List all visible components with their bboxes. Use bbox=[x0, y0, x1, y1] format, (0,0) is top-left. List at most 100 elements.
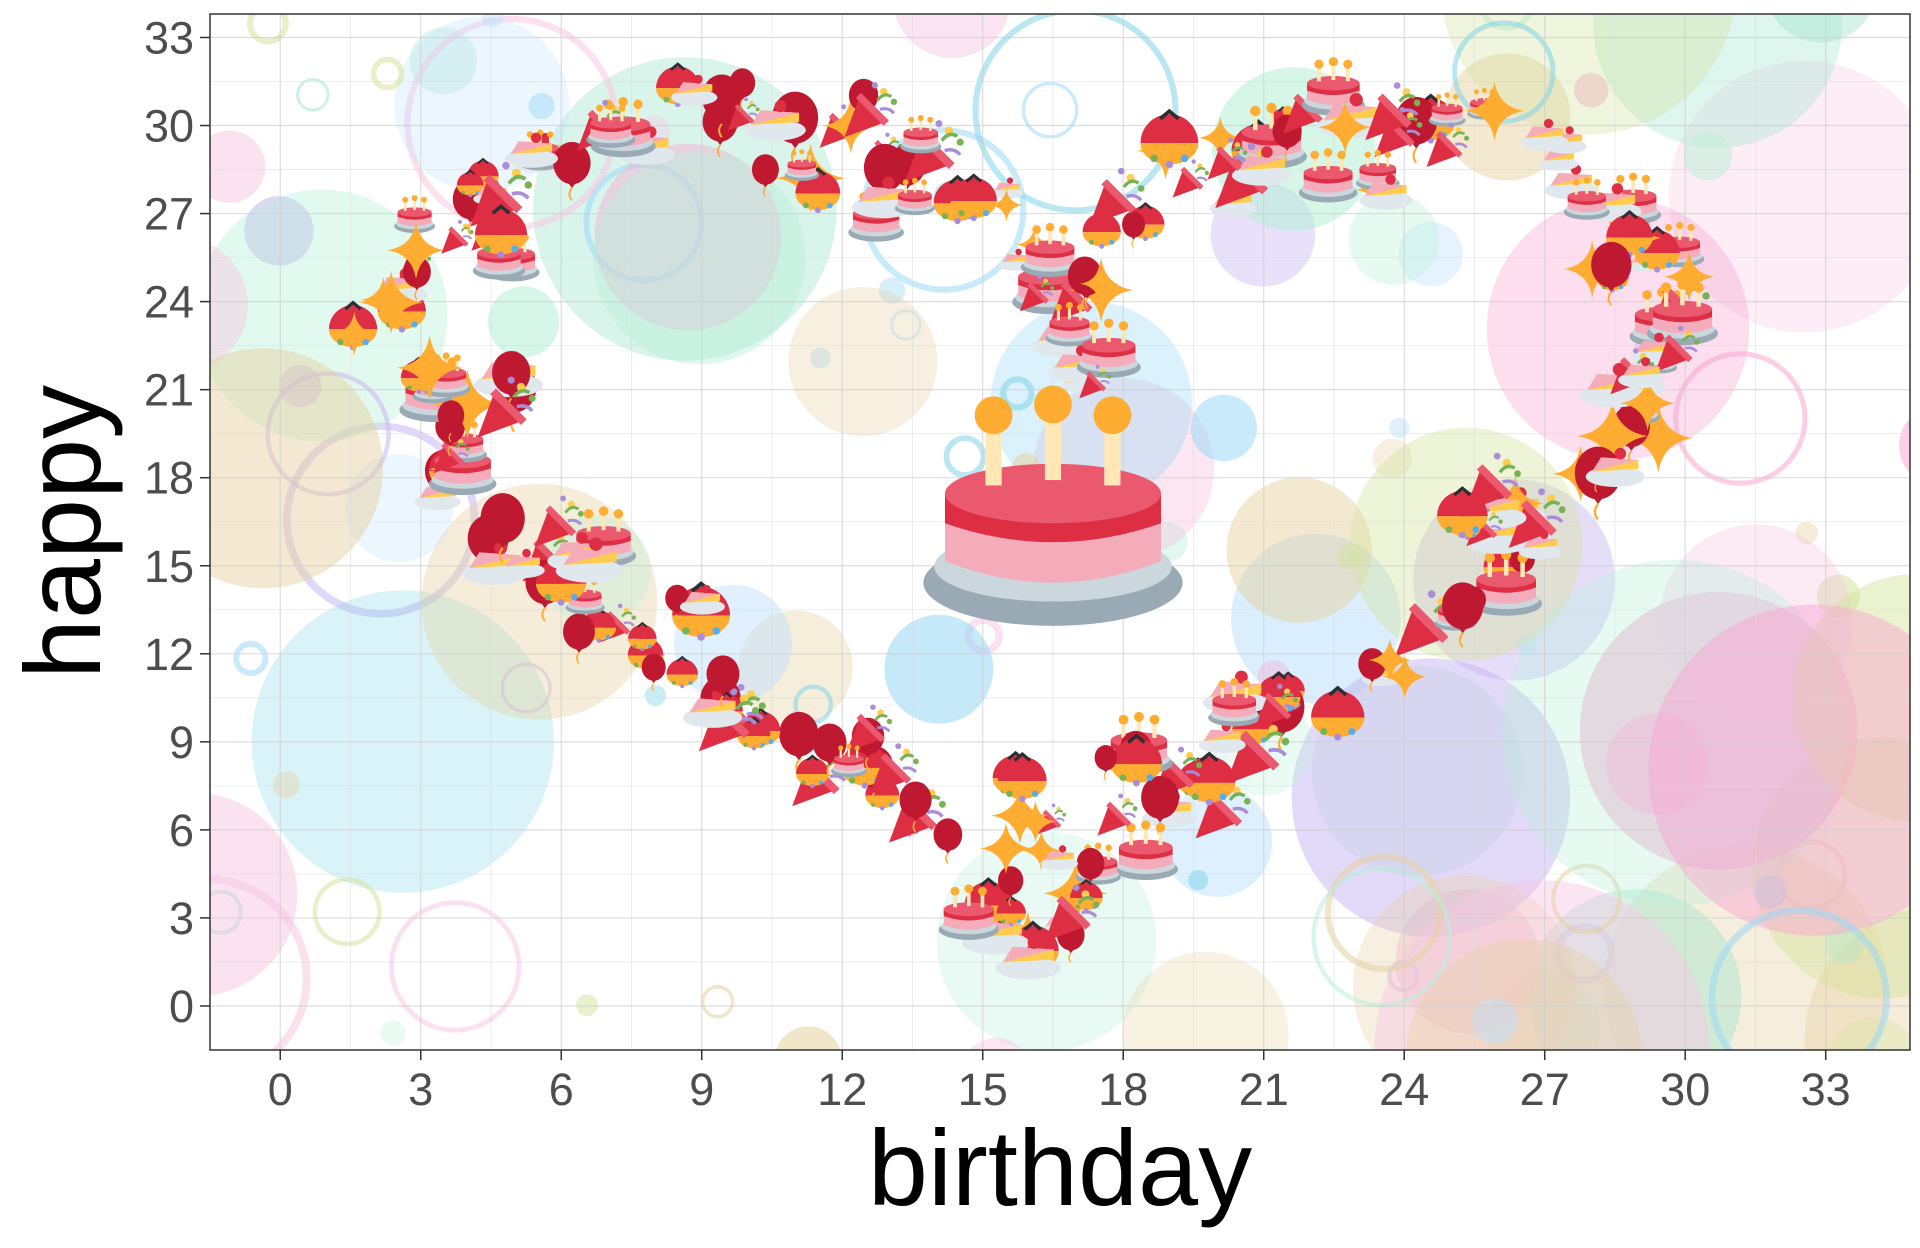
bubble bbox=[1648, 604, 1910, 936]
y-tick-label: 9 bbox=[169, 717, 194, 768]
y-tick-label: 21 bbox=[144, 365, 194, 416]
bubble bbox=[788, 287, 938, 437]
bubble-ring bbox=[1021, 81, 1079, 139]
bubble bbox=[1187, 870, 1209, 891]
bubble-ring bbox=[283, 422, 479, 618]
bubble bbox=[210, 794, 298, 996]
x-tick-label: 18 bbox=[1098, 1064, 1148, 1115]
bubble bbox=[1795, 521, 1818, 545]
bubble-ring bbox=[890, 309, 922, 341]
bubble bbox=[1528, 889, 1742, 1050]
bubble bbox=[1593, 14, 1843, 149]
bubble bbox=[593, 151, 806, 365]
bubble bbox=[1825, 925, 1864, 964]
bubble-ring bbox=[972, 14, 1179, 214]
x-tick-label: 12 bbox=[817, 1064, 867, 1115]
x-axis-title: birthday bbox=[868, 1107, 1252, 1228]
bubble-ring bbox=[210, 875, 311, 1050]
bubble bbox=[1683, 131, 1733, 181]
bubble-ring bbox=[370, 56, 405, 91]
y-tick-label: 30 bbox=[144, 101, 194, 152]
y-tick-label: 18 bbox=[144, 453, 194, 504]
y-tick-label: 33 bbox=[144, 12, 194, 63]
bubble bbox=[1336, 542, 1363, 570]
bubble bbox=[738, 610, 853, 725]
bubble bbox=[594, 143, 782, 331]
bubble bbox=[1579, 592, 1858, 870]
bubble bbox=[1830, 1017, 1910, 1050]
bubble-ring bbox=[1551, 863, 1622, 935]
bubble bbox=[1753, 874, 1787, 909]
x-tick-label: 0 bbox=[268, 1064, 293, 1115]
bubble bbox=[1898, 417, 1910, 474]
bubble-ring bbox=[1452, 20, 1556, 124]
x-tick-label: 3 bbox=[408, 1064, 433, 1115]
bubble bbox=[528, 92, 555, 120]
bubble bbox=[895, 14, 1010, 59]
bubble bbox=[1603, 845, 1888, 1050]
bubble-ring bbox=[1481, 14, 1533, 31]
bubble-ring bbox=[1324, 853, 1444, 973]
bubble bbox=[210, 189, 448, 442]
y-tick-label: 15 bbox=[144, 541, 194, 592]
bubble-ring bbox=[700, 985, 735, 1019]
y-tick-label: 27 bbox=[144, 189, 194, 240]
bubble bbox=[210, 130, 266, 203]
bubble bbox=[1443, 14, 1734, 135]
bubble-ring bbox=[389, 900, 522, 1033]
bubble bbox=[1516, 634, 1537, 655]
bubble bbox=[1668, 60, 1910, 333]
bubble bbox=[1121, 951, 1289, 1050]
y-tick-label: 0 bbox=[169, 981, 194, 1032]
y-tick-label: 24 bbox=[144, 277, 194, 328]
bubble bbox=[482, 14, 504, 28]
bubble bbox=[644, 684, 667, 707]
bubble bbox=[1372, 438, 1412, 478]
bubble bbox=[1226, 477, 1372, 623]
bubble bbox=[810, 347, 831, 369]
bubble bbox=[1374, 880, 1709, 1050]
bubble bbox=[1389, 417, 1410, 439]
bubble bbox=[210, 244, 248, 366]
bubble bbox=[409, 27, 477, 95]
bubble-ring bbox=[312, 877, 382, 947]
bubble bbox=[1291, 658, 1571, 937]
bubble bbox=[1606, 713, 1708, 815]
bubble bbox=[775, 1026, 841, 1050]
y-tick-label: 3 bbox=[169, 893, 194, 944]
bubble bbox=[487, 286, 560, 358]
bubble-ring bbox=[296, 78, 330, 112]
bubble-ring bbox=[500, 662, 552, 714]
bubble bbox=[380, 1019, 406, 1046]
bubble bbox=[1406, 939, 1642, 1050]
bubble bbox=[1231, 533, 1401, 704]
bubble bbox=[576, 994, 598, 1017]
x-tick-label: 27 bbox=[1520, 1064, 1570, 1115]
x-tick-label: 6 bbox=[549, 1064, 574, 1115]
axis-ticks: 0 3 6 9 12 15 18 21 24 27 30 33 0 3 6 9 12 15 18 21 24 27 30 33 bbox=[144, 12, 1851, 1115]
bubble-ring bbox=[1708, 907, 1890, 1050]
y-tick-label: 6 bbox=[169, 805, 194, 856]
bubble-ring bbox=[1554, 922, 1616, 984]
bubble-ring bbox=[1311, 866, 1453, 1008]
bubble-ring bbox=[233, 640, 269, 677]
bubble bbox=[1659, 524, 1853, 718]
x-tick-label: 21 bbox=[1239, 1064, 1289, 1115]
x-tick-label: 9 bbox=[689, 1064, 714, 1115]
bubble bbox=[1348, 194, 1440, 285]
y-axis-title: happy bbox=[2, 385, 123, 679]
bubble-ring bbox=[1673, 351, 1808, 486]
bubble bbox=[1398, 222, 1463, 287]
bubble bbox=[344, 453, 454, 563]
bubble bbox=[1502, 559, 1849, 906]
bubble bbox=[272, 771, 300, 799]
plot-panel-border bbox=[209, 13, 1911, 1051]
x-tick-label: 33 bbox=[1801, 1064, 1851, 1115]
bubble bbox=[1772, 14, 1870, 43]
x-tick-label: 15 bbox=[958, 1064, 1008, 1115]
bubble bbox=[878, 277, 906, 304]
y-tick-label: 12 bbox=[144, 629, 194, 680]
bubble bbox=[1640, 0, 1664, 9]
bubble bbox=[1190, 394, 1258, 462]
